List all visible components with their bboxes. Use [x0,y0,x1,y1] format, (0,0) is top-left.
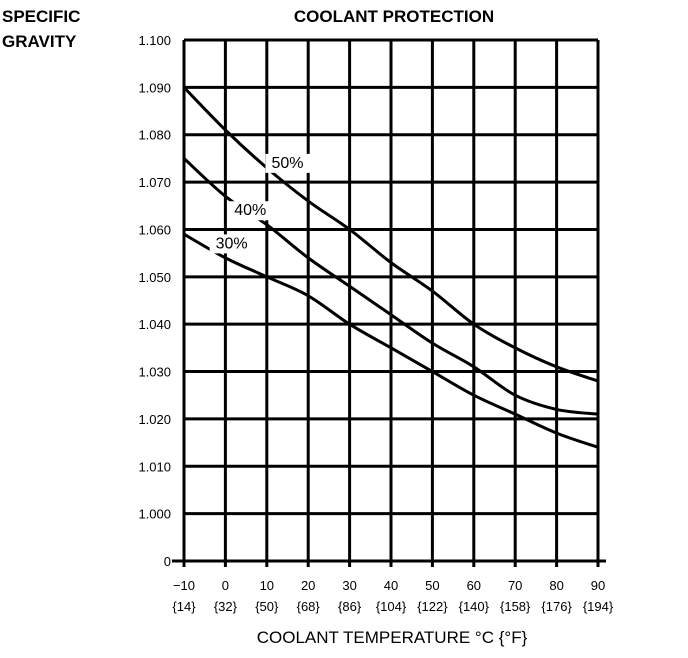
x-tick-label-fahrenheit: {176} [541,599,572,614]
x-tick-label-celsius: 30 [342,578,356,593]
y-tick-label: 0 [164,554,171,569]
x-tick-label-fahrenheit: {50} [255,599,279,614]
x-tick-label-celsius: 90 [591,578,605,593]
x-tick-label-celsius: 0 [222,578,229,593]
series-line-30pct [183,232,599,449]
y-tick-label: 1.020 [138,412,171,427]
x-tick-label-fahrenheit: {158} [500,599,531,614]
x-tick-label-fahrenheit: {32} [214,599,238,614]
y-tick-label: 1.070 [138,175,171,190]
x-tick-label-fahrenheit: {122} [417,599,448,614]
y-tick-label: 1.060 [138,222,171,237]
x-tick-label-fahrenheit: {104} [376,599,407,614]
series-label: 30% [216,235,248,252]
x-tick-label-fahrenheit: {86} [338,599,362,614]
series-label-background [265,153,312,173]
x-tick-label-celsius: 20 [301,578,315,593]
x-tick-label-fahrenheit: {194} [583,599,614,614]
y-tick-label: 1.000 [138,507,171,522]
series-label-background [228,201,275,221]
y-tick-label: 1.100 [138,33,171,48]
x-tick-label-celsius: 10 [260,578,274,593]
x-tick-label-celsius: 80 [549,578,563,593]
x-axis-label: COOLANT TEMPERATURE °C {°F} [257,628,528,647]
series-label: 40% [234,202,266,219]
series-line-50pct [182,86,599,383]
y-tick-label: 1.050 [138,270,171,285]
y-axis-label-line2: GRAVITY [2,32,77,51]
x-tick-label-celsius: 50 [425,578,439,593]
chart-title: COOLANT PROTECTION [294,7,494,26]
x-tick-label-celsius: 40 [384,578,398,593]
y-tick-label: 1.090 [138,80,171,95]
y-tick-label: 1.040 [138,317,171,332]
x-tick-label-fahrenheit: {140} [459,599,490,614]
y-axis-label-line1: SPECIFIC [2,7,80,26]
series-label-background [209,234,256,254]
y-tick-label: 1.010 [138,459,171,474]
y-tick-label: 1.080 [138,128,171,143]
series-label: 50% [271,155,303,172]
x-tick-label-fahrenheit: {14} [172,599,196,614]
y-tick-label: 1.030 [138,365,171,380]
x-tick-label-celsius: 70 [508,578,522,593]
x-tick-label-fahrenheit: {68} [297,599,321,614]
x-tick-label-celsius: 60 [467,578,481,593]
x-tick-label-celsius: −10 [173,578,195,593]
